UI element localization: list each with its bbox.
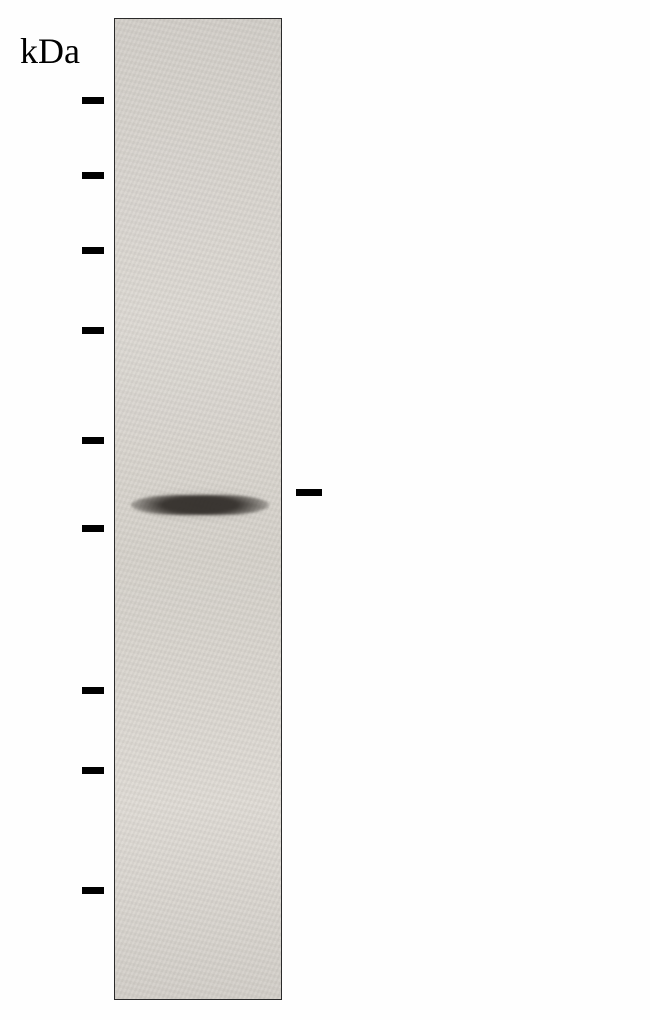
ladder-tick-150 xyxy=(82,172,104,179)
ladder-tick-50 xyxy=(82,437,104,444)
target-band xyxy=(131,495,269,515)
ladder-tick-25 xyxy=(82,687,104,694)
ladder-tick-37 xyxy=(82,525,104,532)
unit-label: kDa xyxy=(20,30,80,72)
blot-figure: kDa 250150100755037252015 xyxy=(0,0,650,1020)
blot-lane xyxy=(114,18,282,1000)
ladder-tick-20 xyxy=(82,767,104,774)
ladder-tick-15 xyxy=(82,887,104,894)
ladder-tick-75 xyxy=(82,327,104,334)
ladder-tick-250 xyxy=(82,97,104,104)
ladder-tick-100 xyxy=(82,247,104,254)
target-band-marker xyxy=(296,489,322,496)
